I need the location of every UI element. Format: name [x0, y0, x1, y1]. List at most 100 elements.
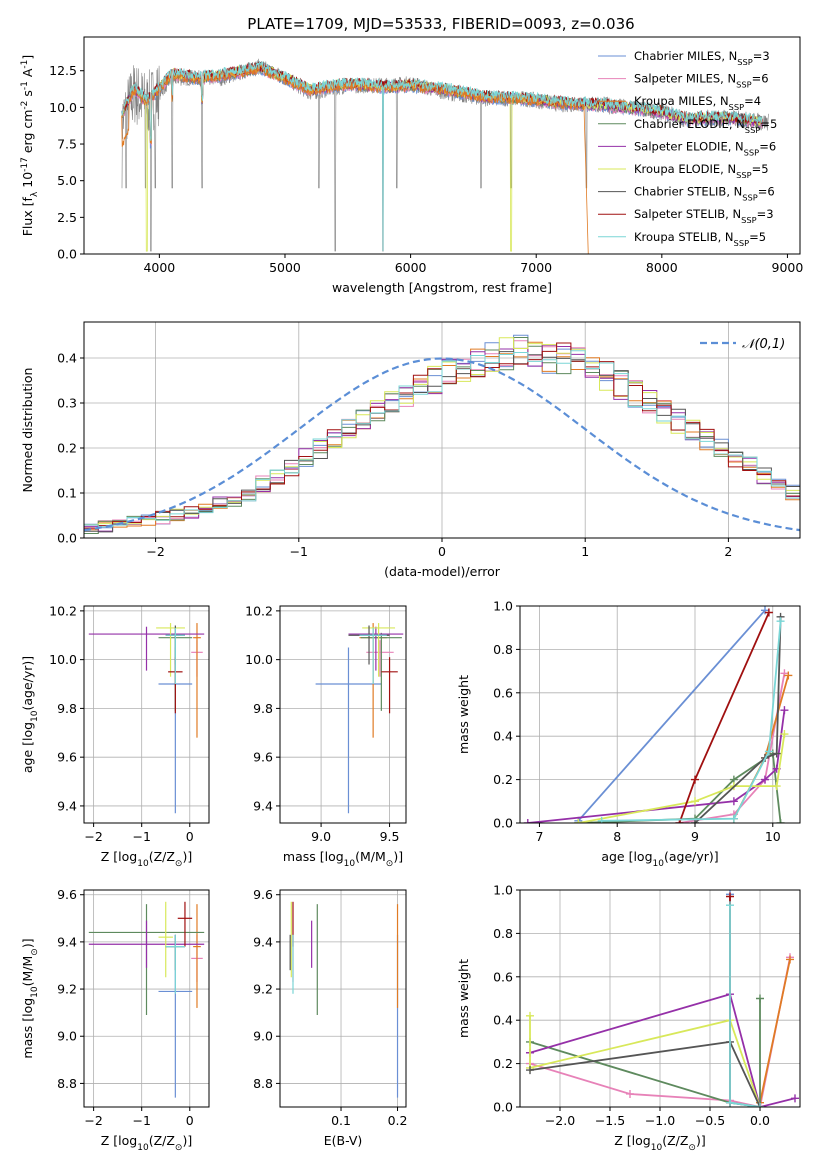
- plus-marker: [784, 671, 793, 680]
- y-tick-label: 1.0: [493, 883, 513, 898]
- x-tick-label: −2.0: [545, 1113, 575, 1128]
- x-axis-label: Z [log10(Z/Z⊙)]: [614, 1133, 705, 1153]
- x-tick-label: −2: [146, 544, 164, 559]
- panel-weight_vs_age: 7 8 9 10 0.0 0.2 0.4 0.6 0.8 1.0 age [log10(age/yr…: [456, 599, 801, 869]
- plus-marker: [691, 819, 699, 823]
- x-tick-label: −1.5: [595, 1113, 625, 1128]
- panel-residual_hist: −2 −1 0 1 2 0.0 0.1 0.2 0.3 0.4 (data-model)/error…: [20, 321, 801, 579]
- weight-line-4: [527, 710, 786, 823]
- plus-marker: [726, 901, 734, 910]
- data-point-8: [359, 627, 387, 685]
- y-axis-label: mass [log10(M/M⊙)]: [20, 938, 40, 1058]
- x-tick-label: −1: [132, 829, 150, 844]
- plus-marker: [526, 1066, 534, 1075]
- axes-frame: [279, 889, 407, 1108]
- plus-marker: [691, 797, 699, 806]
- x-tick-label: 2: [724, 544, 732, 559]
- y-tick-label: 0.0: [493, 1100, 513, 1115]
- x-tick-label: −0.5: [695, 1113, 725, 1128]
- y-tick-label: 9.0: [57, 1029, 77, 1044]
- axes-frame: [83, 36, 801, 255]
- plus-marker: [772, 782, 781, 791]
- weight-line-4: [529, 993, 796, 1107]
- plus-marker: [756, 1103, 764, 1107]
- data-point-6: [348, 625, 390, 665]
- y-tick-label: 0.4: [57, 351, 77, 366]
- legend-label: Kroupa MILES, NSSP=4: [634, 94, 761, 112]
- y-tick-label: 0.3: [57, 396, 77, 411]
- plus-marker: [526, 1011, 534, 1020]
- plus-marker: [729, 814, 738, 823]
- x-tick-label: 0.2: [388, 1113, 408, 1128]
- y-tick-label: 0.6: [493, 685, 513, 700]
- y-tick-label: 10.0: [49, 652, 77, 667]
- x-axis-label: Z [log10(Z/Z⊙)]: [101, 849, 192, 869]
- x-tick-label: −1: [290, 544, 308, 559]
- data-point-8: [165, 934, 185, 994]
- data-point-4: [88, 920, 205, 968]
- panel-spectrum: 4000 5000 6000 7000 8000 9000 0.0 2.5 5.0 7.5 10.0…: [20, 36, 803, 295]
- legend: Chabrier MILES, NSSP=3 Salpeter MILES, NS…: [598, 49, 777, 248]
- plus-marker: [691, 775, 699, 784]
- plot-area: [84, 334, 800, 534]
- panel-mass_vs_Z: −2 −1 0 8.8 9.0 9.2 9.4 9.6 Z [log10(Z/Z⊙)] mass …: [20, 887, 210, 1153]
- x-tick-label: −1.0: [645, 1113, 675, 1128]
- plus-marker: [729, 797, 738, 806]
- y-tick-label: 0.4: [493, 729, 513, 744]
- model-spectrum-8: [121, 60, 763, 252]
- histogram-0: [84, 334, 800, 529]
- y-tick-label: 7.5: [57, 137, 77, 152]
- y-tick-label: 12.5: [49, 63, 77, 78]
- plus-marker: [756, 994, 764, 1003]
- plus-marker: [764, 608, 773, 617]
- x-tick-label: −1: [132, 1113, 150, 1128]
- axes-frame: [83, 889, 210, 1108]
- weight-line-6: [694, 616, 782, 823]
- y-tick-label: 9.8: [57, 701, 77, 716]
- x-axis-label: wavelength [Angstrom, rest frame]: [332, 280, 552, 295]
- legend-label: Salpeter STELIB, NSSP=3: [634, 207, 774, 225]
- gaussian-curve: [84, 357, 800, 532]
- x-tick-label: −2: [84, 1113, 102, 1128]
- plot-area: [289, 901, 399, 1098]
- plot-area: [526, 890, 799, 1107]
- histogram-7: [84, 342, 800, 529]
- data-point-7: [381, 657, 398, 714]
- plus-marker: [597, 816, 606, 823]
- x-tick-label: 10: [765, 829, 781, 844]
- weight-line-2: [759, 959, 791, 1103]
- y-tick-label: 0.8: [493, 642, 513, 657]
- legend-label: Kroupa STELIB, NSSP=5: [634, 230, 766, 248]
- plus-marker: [726, 892, 734, 901]
- data-point-0: [315, 647, 382, 814]
- plot-area: [121, 58, 769, 254]
- x-tick-label: 6000: [395, 260, 427, 275]
- panel-age_vs_Z: −2 −1 0 9.4 9.6 9.8 10.0 10.2 Z [log10(Z/Z⊙)] age…: [20, 603, 210, 869]
- y-tick-label: 8.8: [57, 1076, 77, 1091]
- y-tick-label: 0.0: [57, 247, 77, 262]
- plus-marker: [786, 955, 794, 964]
- y-axis-label: mass weight: [456, 675, 471, 754]
- y-tick-label: 0.1: [57, 486, 77, 501]
- panel-weight_vs_Z: −2.0 −1.5 −1.0 −0.5 0.0 0.0 0.2 0.4 0.6 0.8 1.0 Z […: [456, 883, 801, 1153]
- x-tick-label: 0: [438, 544, 446, 559]
- plus-marker: [626, 1089, 634, 1098]
- y-tick-label: 9.4: [57, 798, 77, 813]
- y-tick-label: 0.2: [493, 772, 513, 787]
- x-tick-label: 7000: [520, 260, 552, 275]
- data-point-2: [193, 904, 201, 1008]
- plot-area: [523, 606, 793, 823]
- x-tick-label: 0.0: [750, 1113, 770, 1128]
- axes-frame: [83, 605, 210, 824]
- figure-title: PLATE=1709, MJD=53533, FIBERID=0093, z=0…: [247, 15, 634, 33]
- x-tick-label: 1: [581, 544, 589, 559]
- x-tick-label: 9: [691, 829, 699, 844]
- plot-area: [88, 901, 205, 1098]
- plus-marker: [761, 775, 769, 784]
- histogram-1: [84, 340, 800, 530]
- legend-label: Salpeter ELODIE, NSSP=6: [634, 139, 776, 157]
- plus-marker: [726, 1098, 734, 1107]
- plus-marker: [764, 747, 773, 756]
- data-point-7: [177, 901, 193, 947]
